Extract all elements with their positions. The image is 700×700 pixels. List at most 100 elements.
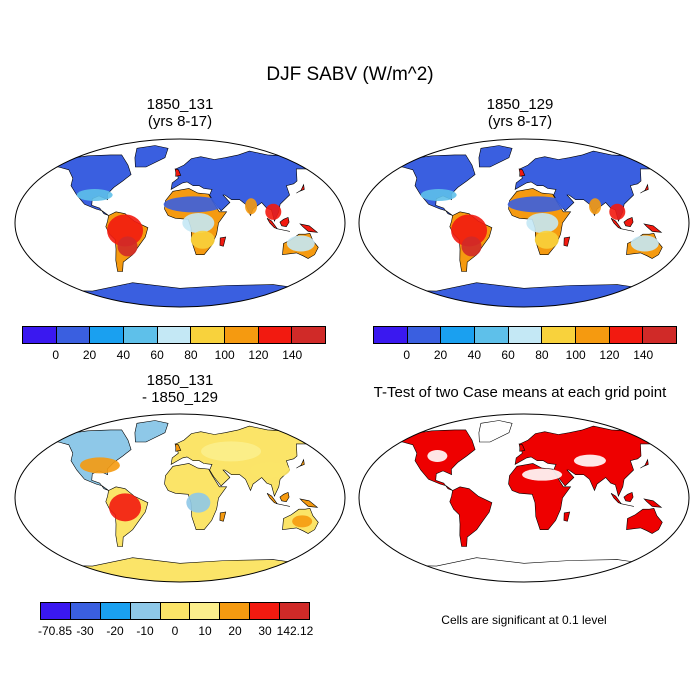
colorbar-swatch: [292, 327, 326, 343]
colorbar-tick-label: 20: [82, 348, 97, 362]
ttest-note: Cells are significant at 0.1 level: [441, 613, 607, 627]
figure-title: DJF SABV (W/m^2): [266, 64, 434, 85]
colorbar-tick-label: 10: [198, 624, 212, 638]
panel3-title-line1: 1850_131: [146, 372, 214, 389]
landmass-uk: [518, 168, 526, 177]
colorbar-tick-label: -10: [136, 624, 154, 638]
colorbar-tick-label: 40: [467, 348, 482, 362]
field-blob: [589, 198, 602, 215]
map-panel-2: [358, 138, 690, 308]
field-blob: [573, 454, 606, 467]
landmass-japan: [640, 183, 649, 194]
landmass-sumatra: [266, 218, 278, 230]
colorbar-tick-label: 120: [248, 348, 269, 362]
map-outline: [358, 413, 690, 583]
panel2-title-line1: 1850_129: [486, 96, 554, 113]
field-blob: [609, 203, 626, 220]
field-blob: [522, 468, 563, 481]
colorbar-tick-label: 140: [633, 348, 654, 362]
landmass-sumatra: [610, 493, 622, 505]
colorbar-tick-label: 60: [501, 348, 515, 362]
landmass-antarctica: [391, 557, 657, 582]
field-blob: [526, 213, 559, 233]
landmass-japan: [640, 458, 649, 469]
map-outline: [358, 138, 690, 308]
colorbar-swatch: [508, 327, 543, 343]
landmass-madagascar: [219, 236, 227, 247]
field-blob: [107, 214, 144, 247]
field-blob: [286, 235, 315, 252]
colorbar-tick-label: 20: [433, 348, 448, 362]
panel1-title-line2: (yrs 8-17): [147, 113, 213, 130]
landmass-antarctica: [47, 557, 313, 582]
panel1-title: 1850_131 (yrs 8-17): [60, 96, 300, 130]
colorbar-swatch: [160, 603, 191, 619]
landmass-madagascar: [563, 511, 571, 522]
map-outline: [14, 413, 346, 583]
field-blob: [245, 198, 258, 215]
panel2-title-line2: (yrs 8-17): [487, 113, 553, 130]
colorbar-difference: [40, 602, 310, 620]
colorbar-swatch: [124, 327, 158, 343]
field-blob: [265, 203, 282, 220]
colorbar-swatch: [56, 327, 91, 343]
landmass-borneo: [623, 216, 634, 228]
landmass-antarctica: [391, 282, 657, 307]
landmass-samerica: [449, 486, 493, 547]
landmass-uk: [518, 443, 526, 452]
panel3-title: 1850_131 - 1850_129: [60, 372, 300, 406]
field-blob: [182, 213, 215, 233]
colorbar-tick-label: 80: [184, 348, 198, 362]
colorbar-swatch: [250, 603, 281, 619]
field-blob: [507, 196, 568, 213]
landmass-newguinea: [643, 223, 663, 233]
field-blob: [292, 515, 313, 528]
landmass-greenland: [134, 145, 169, 168]
colorbar-swatch: [191, 327, 226, 343]
colorbar-swatch: [190, 603, 221, 619]
field-blob: [76, 189, 113, 201]
colorbar-swatch: [374, 327, 408, 343]
panel4-title-line1: T-Test of two Case means at each grid po…: [373, 384, 667, 401]
colorbar-swatch: [609, 327, 644, 343]
landmass-indochina: [276, 228, 290, 232]
field-blob: [630, 235, 659, 252]
colorbar-swatch: [475, 327, 509, 343]
colorbar-tick-label: 100: [214, 348, 235, 362]
colorbar-tick-label: 100: [565, 348, 586, 362]
landmass-uk: [174, 168, 182, 177]
colorbar-tick-label: -30: [76, 624, 94, 638]
landmass-borneo: [623, 491, 634, 503]
colorbar-swatch: [90, 327, 125, 343]
panel4-title: T-Test of two Case means at each grid po…: [350, 384, 690, 401]
map-panel-1: [14, 138, 346, 308]
colorbar-panel-1: [22, 326, 326, 344]
colorbar-tick-label: 142.12: [276, 624, 314, 638]
colorbar-swatch: [643, 327, 677, 343]
field-blob: [117, 236, 138, 257]
colorbar-swatch: [542, 327, 577, 343]
colorbar-swatch: [441, 327, 476, 343]
landmass-greenland: [478, 420, 513, 443]
map-outline: [14, 138, 346, 308]
field-blob: [420, 189, 457, 201]
landmass-australia: [626, 507, 663, 534]
field-blob: [201, 441, 262, 462]
field-blob: [451, 214, 488, 247]
landmass-indochina: [276, 503, 290, 507]
colorbar-swatch: [225, 327, 259, 343]
landmass-greenland: [478, 145, 513, 168]
field-blob: [190, 230, 215, 249]
landmass-newguinea: [299, 223, 319, 233]
landmass-borneo: [279, 491, 290, 503]
field-blob: [427, 450, 448, 462]
colorbar-swatch: [407, 327, 442, 343]
landmass-uk: [174, 443, 182, 452]
landmass-africa: [508, 463, 572, 530]
colorbar-tick-label: 0: [171, 624, 179, 638]
field-blob: [109, 493, 142, 522]
landmass-madagascar: [563, 236, 571, 247]
map-panel-3: [14, 413, 346, 583]
panel2-title: 1850_129 (yrs 8-17): [400, 96, 640, 130]
landmass-indochina: [620, 503, 634, 507]
